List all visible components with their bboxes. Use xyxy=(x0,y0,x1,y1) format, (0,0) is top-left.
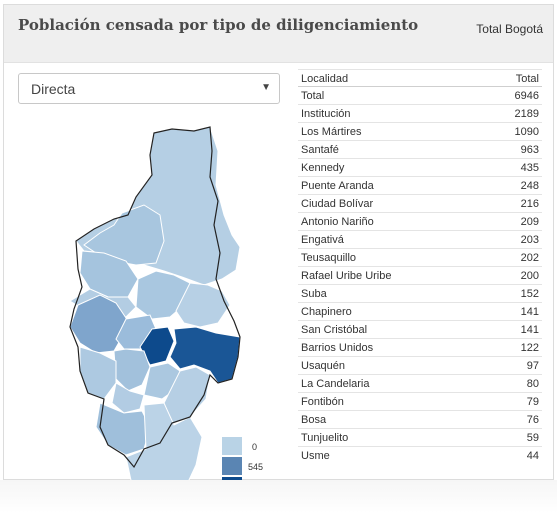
row-locality: Total xyxy=(301,90,325,102)
row-total: 963 xyxy=(520,144,539,156)
row-total: 97 xyxy=(526,360,539,372)
select-value: Directa xyxy=(31,81,76,97)
row-total: 79 xyxy=(526,396,539,408)
table-row: Institución 2189 xyxy=(298,105,542,123)
map-region-tunjuelito[interactable] xyxy=(111,382,145,414)
table-row: Kennedy 435 xyxy=(298,159,542,177)
chart-panel: Población censada por tipo de diligencia… xyxy=(3,4,554,513)
row-total: 203 xyxy=(520,234,539,246)
row-locality: Usme xyxy=(301,450,330,462)
row-total: 141 xyxy=(520,306,539,318)
row-total: 6946 xyxy=(514,90,539,102)
table-row: Rafael Uribe Uribe 200 xyxy=(298,267,542,285)
row-total: 80 xyxy=(526,378,539,390)
row-locality: Ciudad Bolívar xyxy=(301,198,374,210)
column-header-total: Total xyxy=(515,73,539,85)
row-total: 1090 xyxy=(514,126,539,138)
table-row: Fontibón 79 xyxy=(298,393,542,411)
table-header-row: Localidad Total xyxy=(298,69,542,87)
table-row: Barrios Unidos 122 xyxy=(298,339,542,357)
row-total: 59 xyxy=(526,432,539,444)
row-locality: Usaquén xyxy=(301,360,346,372)
table-row: Teusaquillo 202 xyxy=(298,249,542,267)
row-locality: Institución xyxy=(301,108,351,120)
row-locality: Chapinero xyxy=(301,306,352,318)
panel-subtitle: Total Bogotá xyxy=(476,22,543,36)
map-region-chapinero[interactable] xyxy=(175,282,231,328)
row-locality: Los Mártires xyxy=(301,126,362,138)
row-total: 152 xyxy=(520,288,539,300)
row-locality: Suba xyxy=(301,288,327,300)
row-locality: Santafé xyxy=(301,144,339,156)
legend-swatch-mid xyxy=(222,457,242,475)
row-total: 435 xyxy=(520,162,539,174)
row-locality: Tunjuelito xyxy=(301,432,349,444)
map-region-antonio-narino[interactable] xyxy=(113,348,151,392)
row-locality: La Candelaria xyxy=(301,378,370,390)
localidad-table: Localidad Total Total 6946 Institución 2189… xyxy=(298,69,542,465)
row-total: 216 xyxy=(520,198,539,210)
map-region-kennedy[interactable] xyxy=(69,294,129,354)
table-row: Ciudad Bolívar 216 xyxy=(298,195,542,213)
row-locality: Fontibón xyxy=(301,396,344,408)
row-total: 2189 xyxy=(514,108,539,120)
row-locality: Kennedy xyxy=(301,162,345,174)
table-row: Bosa 76 xyxy=(298,411,542,429)
map-region-los-martires[interactable] xyxy=(139,326,175,366)
table-row: La Candelaria 80 xyxy=(298,375,542,393)
panel-header: Población censada por tipo de diligencia… xyxy=(4,5,553,63)
column-header-localidad: Localidad xyxy=(301,73,349,85)
row-locality: Teusaquillo xyxy=(301,252,357,264)
table-row: Los Mártires 1090 xyxy=(298,123,542,141)
legend-label-mid: 545 xyxy=(248,462,263,472)
row-locality: Engativá xyxy=(301,234,344,246)
row-locality: Barrios Unidos xyxy=(301,342,374,354)
row-total: 76 xyxy=(526,414,539,426)
legend-swatch-low xyxy=(222,437,242,455)
row-total: 44 xyxy=(526,450,539,462)
table-row: Chapinero 141 xyxy=(298,303,542,321)
map-region-bosa[interactable] xyxy=(79,346,117,400)
row-total: 122 xyxy=(520,342,539,354)
table-row: San Cristóbal 141 xyxy=(298,321,542,339)
chevron-down-icon: ▼ xyxy=(261,82,271,93)
table-row: Suba 152 xyxy=(298,285,542,303)
row-total: 209 xyxy=(520,216,539,228)
legend-label-low: 0 xyxy=(252,442,257,452)
city-boundary xyxy=(69,126,241,469)
table-row: Engativá 203 xyxy=(298,231,542,249)
row-total: 200 xyxy=(520,270,539,282)
table-row: Usme 44 xyxy=(298,447,542,465)
row-total: 202 xyxy=(520,252,539,264)
diligenciamiento-select[interactable]: Directa ▼ xyxy=(18,73,280,104)
page-footer-shade xyxy=(0,480,557,513)
table-row: Tunjuelito 59 xyxy=(298,429,542,447)
table-row: Puente Aranda 248 xyxy=(298,177,542,195)
table-row: Usaquén 97 xyxy=(298,357,542,375)
choropleth-map: 0 545 1090 xyxy=(69,126,265,513)
row-locality: Puente Aranda xyxy=(301,180,374,192)
row-total: 248 xyxy=(520,180,539,192)
row-locality: San Cristóbal xyxy=(301,324,368,336)
table-row: Total 6946 xyxy=(298,87,542,105)
row-locality: Antonio Nariño xyxy=(301,216,374,228)
row-locality: Rafael Uribe Uribe xyxy=(301,270,392,282)
row-locality: Bosa xyxy=(301,414,327,426)
table-row: Santafé 963 xyxy=(298,141,542,159)
panel-title: Población censada por tipo de diligencia… xyxy=(18,16,419,34)
row-total: 141 xyxy=(520,324,539,336)
table-row: Antonio Nariño 209 xyxy=(298,213,542,231)
